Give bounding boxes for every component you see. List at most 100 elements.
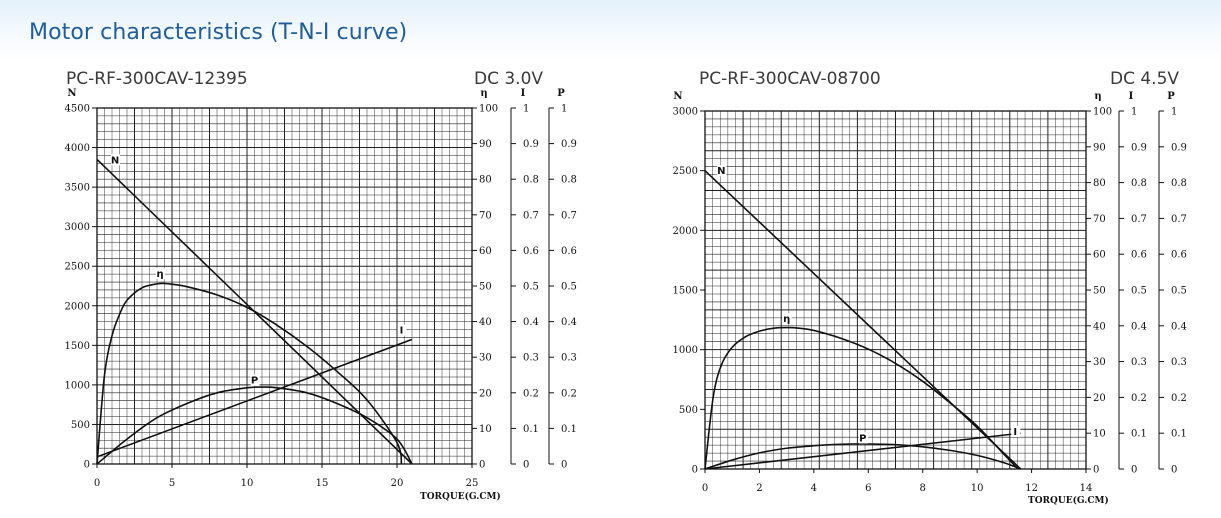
right-axis-title: I (1129, 91, 1134, 102)
curve-label-bg (782, 313, 792, 325)
x-tick-label: 0 (702, 483, 708, 494)
y-tick-label: 2500 (65, 262, 90, 273)
curve-label: N (717, 166, 725, 177)
right-tick-label: 0 (1093, 465, 1099, 476)
right-tick-label: 0.7 (561, 210, 577, 221)
right-tick-label: 10 (479, 424, 492, 435)
curve-label-bg (250, 374, 260, 386)
right-tick-label: 0.3 (561, 353, 577, 364)
chart-12395: PC-RF-300CAV-12395 DC 3.0V 0500100015002… (65, 69, 577, 502)
right-axis-eta: 0 10 20 30 40 50 60 70 80 90 100 η (1086, 91, 1112, 476)
right-tick-label: 0.5 (1131, 286, 1147, 297)
right-tick-label: 0.4 (523, 317, 539, 328)
y-tick-label: 2500 (673, 166, 698, 177)
right-tick-label: 70 (479, 210, 492, 221)
chart-08700: PC-RF-300CAV-08700 DC 4.5V 0500100015002… (673, 69, 1187, 506)
right-tick-label: 0.8 (1171, 178, 1187, 189)
right-tick-label: 0.2 (1171, 393, 1187, 404)
right-tick-label: 70 (1093, 214, 1106, 225)
grid (96, 107, 473, 465)
right-tick-label: 1 (561, 104, 567, 115)
x-tick-label: 12 (1025, 483, 1038, 494)
right-tick-label: 0.8 (561, 175, 577, 186)
x-tick-label: 20 (391, 478, 404, 489)
right-tick-label: 90 (479, 139, 492, 150)
curve-eta (96, 282, 403, 465)
x-axis-title: TORQUE(G.CM) (1028, 495, 1109, 506)
curve-label: η (156, 269, 163, 280)
right-axis-p: 0 0.1 0.2 0.3 0.4 0.5 0.6 0.7 0.8 0.9 1 P (548, 88, 577, 471)
y-tick-label: 1500 (673, 286, 698, 297)
curve-label: P (859, 433, 866, 444)
right-tick-label: 0.9 (1171, 142, 1187, 153)
right-axis-eta: 0 10 20 30 40 50 60 70 80 90 100 η (472, 88, 498, 471)
right-tick-label: 0.7 (1171, 214, 1187, 225)
x-tick-label: 0 (94, 478, 100, 489)
right-tick-label: 0.1 (561, 424, 577, 435)
right-tick-label: 0.7 (523, 210, 539, 221)
y-tick-label: 1000 (673, 345, 698, 356)
curve-label-bg (111, 154, 120, 166)
chart-title: PC-RF-300CAV-08700 (699, 69, 881, 89)
curve-i (704, 432, 1021, 470)
right-tick-label: 1 (1171, 107, 1177, 118)
x-tick-label: 6 (865, 483, 871, 494)
right-tick-label: 0.6 (523, 246, 539, 257)
y-tick-label: 1500 (65, 341, 90, 352)
chart-voltage: DC 3.0V (474, 69, 543, 89)
right-tick-label: 0 (1171, 465, 1177, 476)
right-tick-label: 10 (1093, 429, 1106, 440)
curve-label: I (1013, 427, 1017, 438)
curve-label: P (251, 376, 258, 387)
curve-label: N (111, 155, 119, 166)
x-tick-label: 25 (466, 478, 479, 489)
y-tick-label: 500 (679, 405, 698, 416)
y-tick-label: 4000 (65, 143, 90, 154)
right-tick-label: 0.4 (1131, 321, 1147, 332)
right-tick-label: 0.5 (1171, 286, 1187, 297)
x-tick-label: 10 (241, 478, 254, 489)
right-tick-label: 30 (479, 353, 492, 364)
y-tick-label: 3000 (673, 107, 698, 118)
page-title: Motor characteristics (T-N-I curve) (29, 20, 408, 45)
right-tick-label: 80 (479, 175, 492, 186)
chart-title: PC-RF-300CAV-12395 (66, 69, 248, 89)
right-tick-label: 40 (1093, 321, 1106, 332)
right-axis-title: η (480, 88, 487, 99)
grid (704, 110, 1087, 470)
right-axis-p: 0 0.1 0.2 0.3 0.4 0.5 0.6 0.7 0.8 0.9 1 P (1158, 91, 1187, 476)
curve-p (704, 443, 1021, 470)
x-axis: 0 5 10 15 20 25 (94, 464, 479, 489)
curve-label: η (783, 314, 790, 325)
right-tick-label: 1 (523, 104, 529, 115)
right-tick-label: 20 (1093, 393, 1106, 404)
right-axis-title: P (557, 88, 565, 99)
right-tick-label: 0.2 (1131, 393, 1147, 404)
curve-label-bg (1011, 425, 1021, 437)
right-tick-label: 0.3 (523, 353, 539, 364)
y-axis-n: 0 500 1000 1500 2000 2500 3000 3500 4000 4500 (65, 104, 97, 471)
right-tick-label: 0.1 (1171, 429, 1187, 440)
y-tick-label: 0 (84, 460, 90, 471)
right-axis-title: η (1094, 91, 1101, 102)
y-tick-label: 1000 (65, 380, 90, 391)
right-tick-label: 0.1 (523, 424, 539, 435)
y-tick-label: 4500 (65, 104, 90, 115)
curve-eta (704, 326, 1019, 470)
curve-label: I (400, 326, 404, 337)
right-tick-label: 40 (479, 317, 492, 328)
right-tick-label: 0 (561, 460, 567, 471)
right-tick-label: 50 (1093, 286, 1106, 297)
curve-label-bg (397, 324, 407, 336)
x-tick-label: 8 (920, 483, 926, 494)
right-tick-label: 90 (1093, 142, 1106, 153)
y-axis-title: N (67, 88, 76, 99)
curve-p (96, 386, 413, 465)
x-tick-label: 4 (811, 483, 817, 494)
right-tick-label: 0.4 (561, 317, 577, 328)
right-tick-label: 0.1 (1131, 429, 1147, 440)
x-tick-label: 5 (169, 478, 175, 489)
right-tick-label: 0.9 (561, 139, 577, 150)
right-tick-label: 0.8 (1131, 178, 1147, 189)
